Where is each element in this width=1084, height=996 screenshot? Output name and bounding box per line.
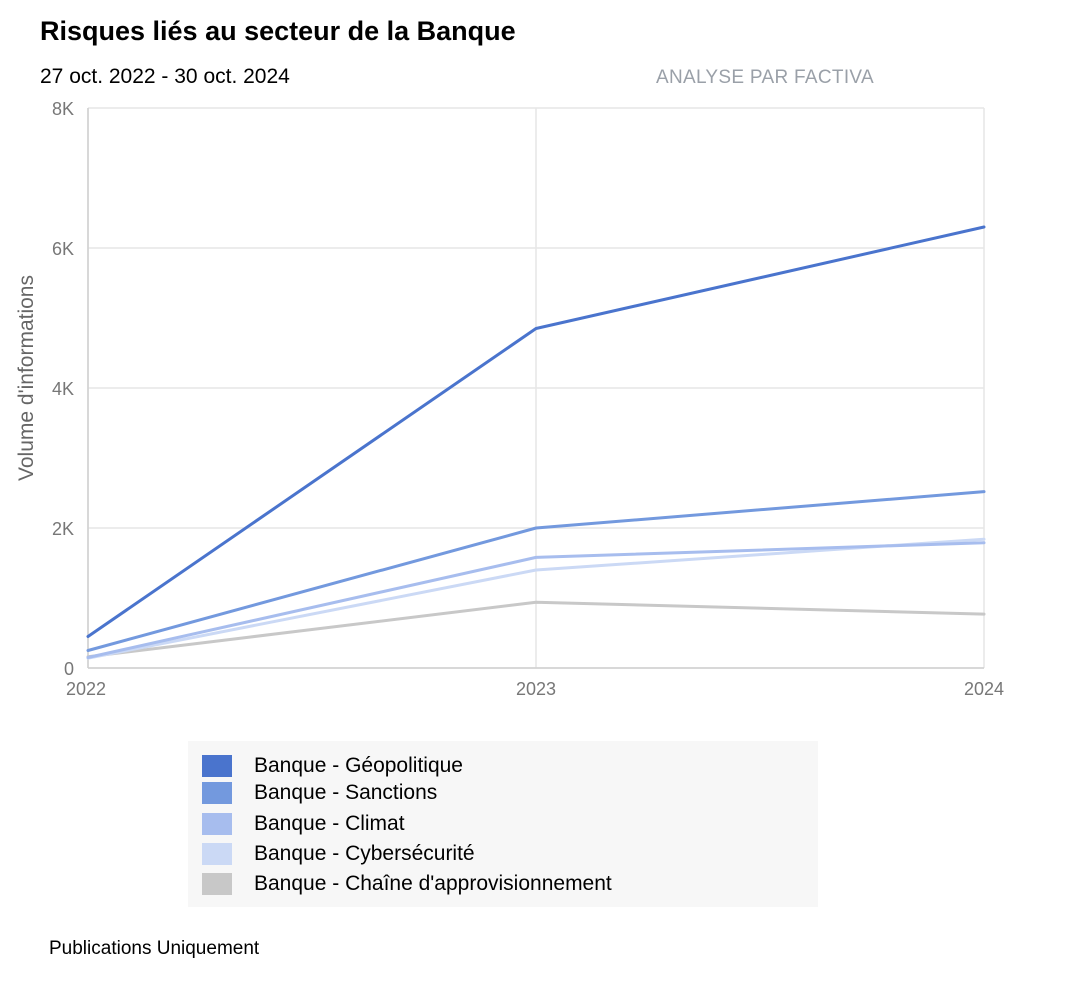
legend-label: Banque - Climat [254, 812, 405, 835]
line-chart: 0 2K 4K 6K 8K 2022 2023 2024 Volume d'informati… [15, 99, 1004, 699]
legend: Banque - Géopolitique Banque - Sanctions B… [188, 741, 818, 907]
series-line-5 [86, 600, 986, 659]
series-line-3 [86, 541, 986, 659]
footer-note: Publications Uniquement [49, 938, 260, 959]
legend-item[interactable]: Banque - Chaîne d'approvisionnement [202, 872, 612, 896]
series-line-4 [86, 537, 986, 660]
legend-swatch [202, 843, 232, 865]
legend-item[interactable]: Banque - Sanctions [202, 781, 437, 805]
legend-label: Banque - Chaîne d'approvisionnement [254, 872, 612, 895]
source-label: ANALYSE PAR FACTIVA [656, 67, 874, 88]
series-line-1 [86, 225, 986, 638]
legend-label: Banque - Géopolitique [254, 754, 463, 777]
series-lines [86, 225, 986, 660]
chart-title: Risques liés au secteur de la Banque [40, 16, 516, 46]
x-tick-label: 2022 [66, 679, 106, 699]
legend-swatch [202, 755, 232, 777]
legend-label: Banque - Sanctions [254, 781, 438, 804]
series-line-2 [86, 490, 986, 652]
legend-item[interactable]: Banque - Cybersécurité [202, 842, 475, 866]
legend-item[interactable]: Banque - Géopolitique [202, 754, 463, 778]
y-tick-label: 4K [52, 379, 74, 399]
legend-item[interactable]: Banque - Climat [202, 812, 405, 836]
y-axis-label: Volume d'informations [15, 275, 38, 481]
gridlines [87, 107, 985, 669]
y-tick-label: 6K [52, 239, 74, 259]
legend-swatch [202, 873, 232, 895]
date-range: 27 oct. 2022 - 30 oct. 2024 [40, 65, 290, 88]
x-tick-label: 2023 [516, 679, 556, 699]
y-tick-label: 2K [52, 519, 74, 539]
legend-swatch [202, 813, 232, 835]
y-tick-label: 8K [52, 99, 74, 119]
legend-label: Banque - Cybersécurité [254, 842, 475, 865]
legend-swatch [202, 782, 232, 804]
axes: 0 2K 4K 6K 8K 2022 2023 2024 [52, 99, 1004, 699]
y-tick-label: 0 [64, 659, 74, 679]
x-tick-label: 2024 [964, 679, 1004, 699]
